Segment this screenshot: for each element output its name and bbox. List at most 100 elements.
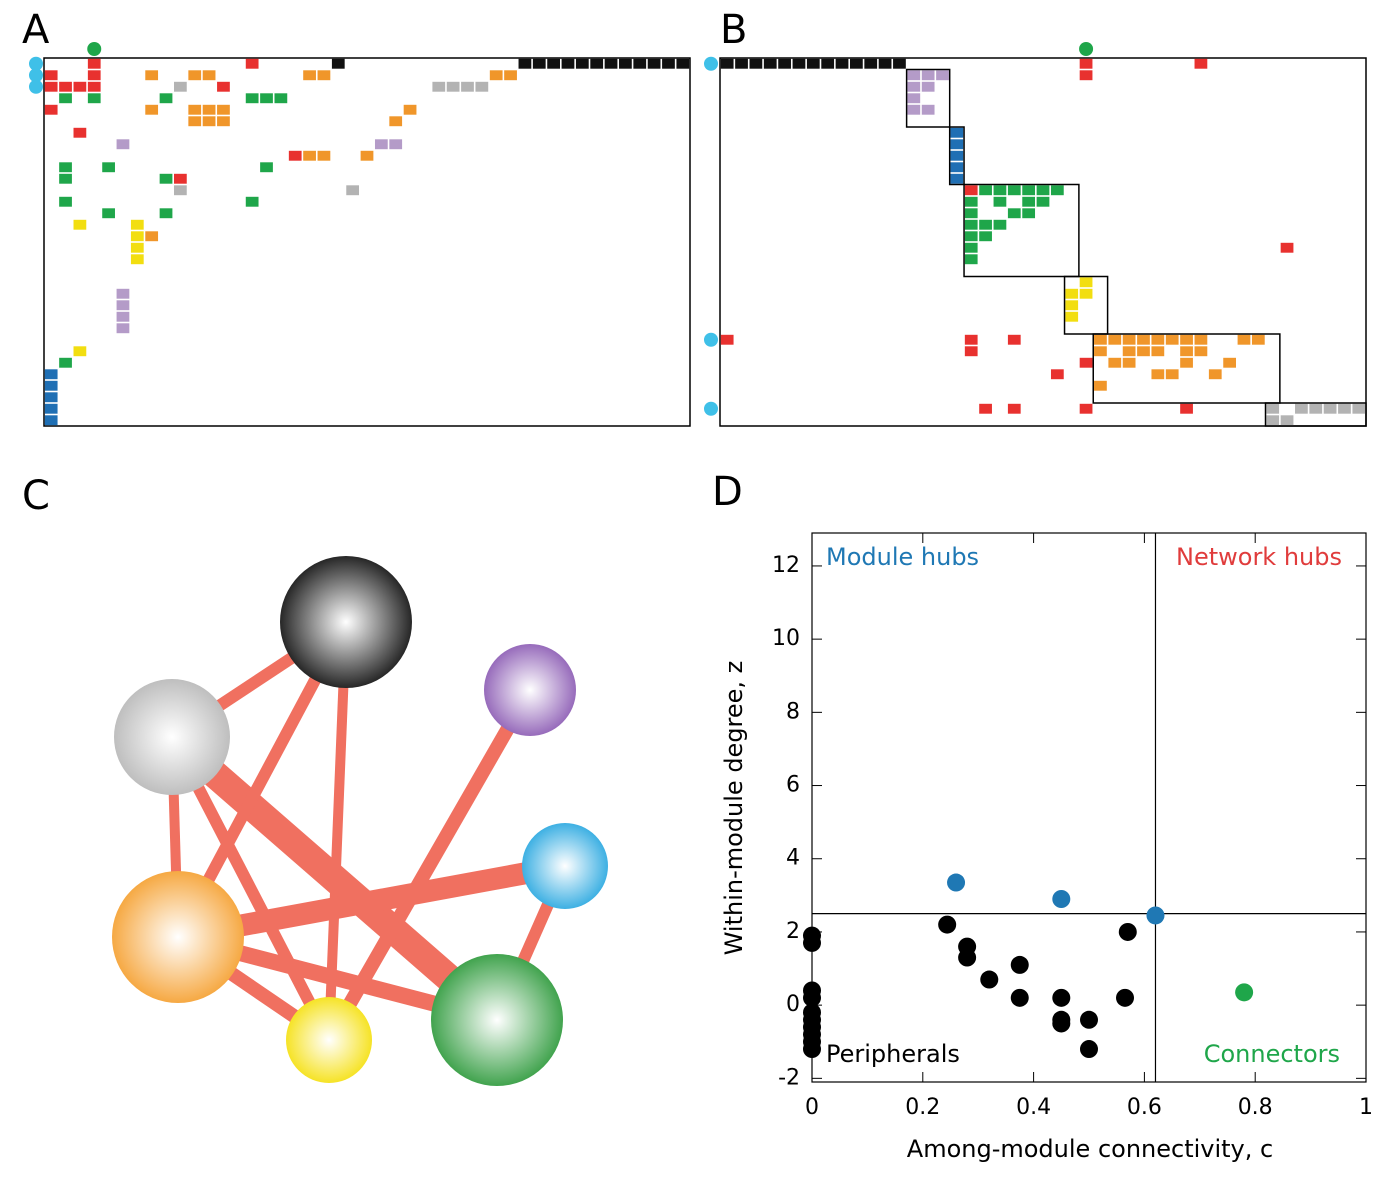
matrix-cell xyxy=(1108,334,1122,345)
scatter-point xyxy=(1052,1014,1071,1033)
network-node xyxy=(431,954,563,1086)
matrix-cell xyxy=(1122,346,1136,357)
quadrant-label: Connectors xyxy=(1204,1040,1340,1068)
matrix-cell xyxy=(1165,369,1179,380)
row-marker xyxy=(29,79,43,94)
matrix-cell xyxy=(1180,403,1193,414)
matrix-cell xyxy=(44,415,58,426)
quadrant-label: Peripherals xyxy=(826,1040,960,1068)
matrix-cell xyxy=(964,346,978,357)
matrix-cell xyxy=(245,93,259,104)
matrix-cell xyxy=(59,173,72,184)
matrix-cell xyxy=(633,58,647,69)
matrix-cell xyxy=(59,357,72,368)
x-tick-label: 0.4 xyxy=(1016,1095,1051,1120)
matrix-cell xyxy=(1251,334,1265,345)
matrix-cell xyxy=(518,58,532,69)
matrix-cell xyxy=(1079,403,1093,414)
matrix-cell xyxy=(950,127,964,138)
matrix-cell xyxy=(1208,369,1222,380)
matrix-cell xyxy=(964,185,978,196)
matrix-cell xyxy=(217,104,230,115)
scatter-point xyxy=(1235,983,1254,1002)
x-tick-label: 0 xyxy=(805,1095,819,1120)
matrix-cell xyxy=(735,58,748,69)
scatter-point xyxy=(1052,988,1071,1007)
matrix-cell xyxy=(835,58,849,69)
x-tick-label: 0.2 xyxy=(905,1095,940,1120)
matrix-cell xyxy=(964,254,978,265)
matrix-cell xyxy=(1094,380,1107,391)
matrix-cell xyxy=(130,231,144,242)
scatter-point xyxy=(803,1040,821,1059)
matrix-cell xyxy=(159,173,173,184)
matrix-cell xyxy=(979,185,992,196)
matrix-cell xyxy=(1323,403,1337,414)
matrix-cell xyxy=(174,173,187,184)
network-node xyxy=(286,997,372,1083)
matrix-cell xyxy=(1079,58,1093,69)
scatter-point xyxy=(803,933,821,952)
matrix-cell xyxy=(964,196,978,207)
row-marker xyxy=(704,332,718,347)
matrix-cell xyxy=(950,162,964,173)
matrix-cell xyxy=(1266,403,1280,414)
matrix-cell xyxy=(1122,334,1136,345)
matrix-cell xyxy=(778,58,791,69)
matrix-cell xyxy=(619,58,632,69)
matrix-cell xyxy=(1295,403,1308,414)
matrix-cell xyxy=(1194,58,1208,69)
panel-label: A xyxy=(22,7,50,53)
matrix-cell xyxy=(907,104,921,115)
matrix-cell xyxy=(1079,70,1093,81)
matrix-cell xyxy=(907,81,921,92)
matrix-cell xyxy=(87,70,101,81)
matrix-cell xyxy=(850,58,863,69)
matrix-cell xyxy=(1151,369,1165,380)
matrix-cell xyxy=(1065,300,1079,311)
matrix-cell xyxy=(389,139,403,150)
scatter-point xyxy=(1052,890,1071,908)
matrix-cell xyxy=(44,380,58,391)
quadrant-label: Module hubs xyxy=(826,543,979,571)
matrix-cell xyxy=(1022,196,1036,207)
matrix-cell xyxy=(979,403,992,414)
matrix-cell xyxy=(720,334,734,345)
matrix-cell xyxy=(403,104,417,115)
matrix-cell xyxy=(1266,415,1280,426)
matrix-cell xyxy=(1194,346,1208,357)
matrix-cell xyxy=(878,58,892,69)
matrix-cell xyxy=(44,403,58,414)
module-box xyxy=(1264,402,1367,427)
matrix-cell xyxy=(1122,357,1136,368)
x-axis-label: Among-module connectivity, c xyxy=(907,1135,1273,1163)
matrix-cell xyxy=(1137,346,1150,357)
scatter-point xyxy=(1080,1040,1098,1059)
matrix-cell xyxy=(188,116,202,127)
matrix-cell xyxy=(317,150,331,161)
matrix-cell xyxy=(1022,185,1036,196)
matrix-cell xyxy=(73,346,87,357)
matrix-cell xyxy=(1050,369,1064,380)
matrix-cell xyxy=(749,58,763,69)
network-node xyxy=(522,823,608,909)
scatter-point xyxy=(1118,922,1137,941)
matrix-cell xyxy=(159,93,173,104)
matrix-cell xyxy=(202,104,216,115)
matrix-cell xyxy=(475,81,489,92)
scatter-point xyxy=(1146,906,1165,925)
matrix-frame xyxy=(719,57,1367,427)
matrix-cell xyxy=(647,58,661,69)
x-tick-label: 1 xyxy=(1359,1095,1373,1120)
matrix-cell xyxy=(1237,334,1251,345)
matrix-cell xyxy=(979,219,992,230)
network-node xyxy=(112,871,244,1003)
matrix-cell xyxy=(547,58,560,69)
matrix-cell xyxy=(575,58,589,69)
matrix-cell xyxy=(87,81,101,92)
row-marker xyxy=(29,56,43,71)
matrix-cell xyxy=(993,185,1007,196)
y-axis-label: Within-module degree, z xyxy=(720,661,748,956)
scatter-point xyxy=(1010,988,1029,1007)
